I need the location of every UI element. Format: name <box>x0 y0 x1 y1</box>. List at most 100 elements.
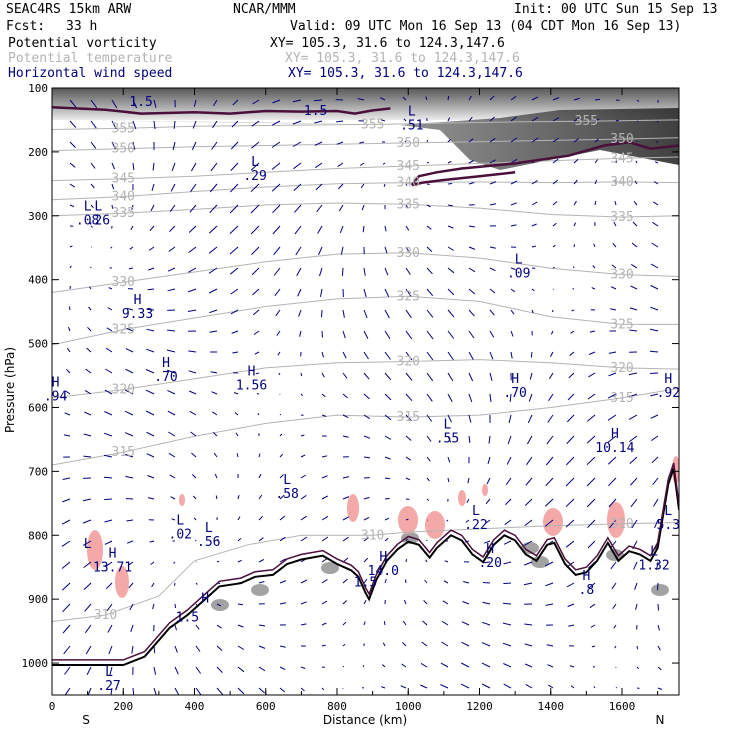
wind-vector-297 <box>273 246 281 256</box>
wind-vector-273 <box>254 351 260 355</box>
wind-vector-488 <box>403 599 407 605</box>
wind-vector-184 <box>187 309 197 312</box>
wind-vector-298 <box>273 267 281 276</box>
wind-vector-672 <box>552 201 558 206</box>
wind-vector-696 <box>573 97 580 101</box>
wind-vector-777 <box>611 582 617 590</box>
wind-vector-799 <box>629 435 638 443</box>
wind-vector-93 <box>130 225 134 230</box>
wind-vector-468 <box>405 183 408 186</box>
wind-vector-78 <box>104 519 113 523</box>
wind-vector-336 <box>300 454 306 458</box>
wind-vector-528 <box>447 225 454 229</box>
wind-vector-699 <box>573 158 579 164</box>
wind-vector-507 <box>426 393 433 402</box>
wind-vector-235 <box>230 162 239 171</box>
theta-label-310-1: 310 <box>361 528 384 543</box>
wind-vector-35 <box>90 225 93 228</box>
wind-vector-79 <box>104 540 113 545</box>
wind-vector-191 <box>191 452 197 458</box>
wind-vector-2 <box>69 141 76 148</box>
wind-vector-178 <box>190 183 197 193</box>
wind-vector-835 <box>657 582 659 591</box>
wind-vector-421 <box>363 414 371 420</box>
extremum-letter-14: L <box>472 504 480 519</box>
wind-vector-300 <box>275 309 281 317</box>
y-tick-label-600: 600 <box>28 401 48 414</box>
wind-vector-659 <box>524 540 533 546</box>
wind-vector-786 <box>635 160 638 164</box>
wind-vector-665 <box>524 663 533 668</box>
wind-vector-201 <box>195 666 202 674</box>
wind-vector-663 <box>524 623 533 626</box>
terrain-path <box>52 467 679 666</box>
wind-vector-693 <box>546 644 554 647</box>
wind-vector-322 <box>293 162 302 170</box>
wind-vector-134 <box>147 475 155 479</box>
wind-vector-284 <box>258 581 265 584</box>
wind-vector-759 <box>614 200 617 206</box>
wind-vector-346 <box>300 666 306 669</box>
wind-vector-608 <box>481 683 491 689</box>
wind-vector-629 <box>504 519 512 526</box>
wind-vector-444 <box>384 288 390 298</box>
wind-vector-482 <box>405 477 411 481</box>
wind-vector-162 <box>168 452 176 458</box>
x-tick-label-800: 800 <box>327 700 347 713</box>
extremum-letter-21: H <box>486 542 494 557</box>
extremum-letter-4: L <box>515 253 523 268</box>
wind-vector-210 <box>208 246 218 254</box>
wind-vector-216 <box>210 371 218 374</box>
wind-vector-68 <box>107 307 113 311</box>
wind-vector-618 <box>510 288 516 293</box>
wind-vector-328 <box>297 288 302 297</box>
wind-vector-363 <box>321 414 327 417</box>
wind-vector-519 <box>421 641 428 647</box>
wind-vector-221 <box>214 473 218 479</box>
wind-vector-772 <box>608 477 617 487</box>
field-pv-xy: XY= 105.3, 31.6 to 124.3,147.6 <box>270 36 505 51</box>
wind-vector-635 <box>502 642 512 647</box>
wind-vector-374 <box>321 644 326 647</box>
wind-vector-125 <box>147 288 155 291</box>
wind-vector-549 <box>440 662 449 668</box>
wind-vector-187 <box>188 370 197 374</box>
y-tick-label-1000: 1000 <box>22 657 49 670</box>
wind-vector-472 <box>405 267 411 275</box>
wind-vector-709 <box>568 372 575 379</box>
wind-vector-743 <box>586 477 596 487</box>
wind-vector-28 <box>64 687 71 695</box>
wind-vector-317 <box>279 666 286 671</box>
wind-vector-619 <box>510 309 515 315</box>
wind-vector-509 <box>426 435 432 442</box>
theta-label-355-1: 355 <box>361 117 384 132</box>
wind-vector-729 <box>594 179 598 185</box>
wind-vector-44 <box>84 411 92 416</box>
y-tick-label-100: 100 <box>28 82 48 95</box>
wind-vector-585 <box>489 203 497 206</box>
wind-vector-425 <box>363 496 370 500</box>
wind-vector-211 <box>208 267 218 274</box>
wind-vector-435 <box>379 97 386 101</box>
wind-vector-505 <box>426 351 434 361</box>
wind-vector-793 <box>629 307 638 311</box>
wind-vector-108 <box>126 540 134 544</box>
wind-vector-280 <box>258 494 263 500</box>
wind-vector-702 <box>573 222 577 227</box>
theta-label-335-1: 335 <box>397 197 420 212</box>
extremum-value-14: .22 <box>464 518 487 533</box>
wind-vector-647 <box>531 288 535 292</box>
wind-vector-817 <box>653 201 659 206</box>
wind-vector-540 <box>447 477 450 483</box>
wind-vector-737 <box>588 351 596 355</box>
wind-vector-555 <box>468 182 475 185</box>
wind-vector-389 <box>342 351 347 359</box>
wind-vector-127 <box>146 328 155 332</box>
wind-vector-237 <box>229 204 239 214</box>
wind-vector-667 <box>552 97 560 101</box>
theta-label-340-2: 340 <box>610 175 633 190</box>
wind-vector-820 <box>650 263 659 269</box>
wind-vector-593 <box>489 372 493 381</box>
wind-vector-403 <box>342 643 346 647</box>
